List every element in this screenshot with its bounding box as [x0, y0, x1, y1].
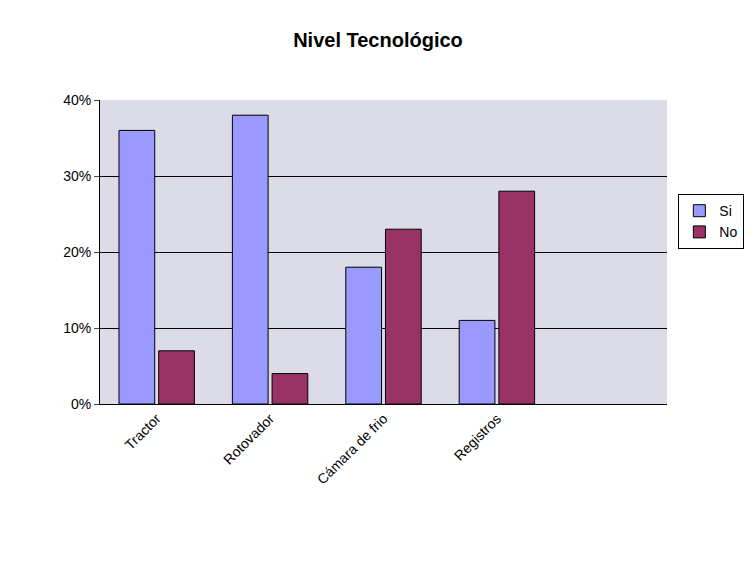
svg-text:Cámara de frio: Cámara de frio [314, 410, 391, 487]
svg-text:30%: 30% [63, 168, 91, 184]
svg-text:0%: 0% [71, 396, 91, 412]
svg-text:10%: 10% [63, 320, 91, 336]
svg-text:No: No [719, 224, 737, 240]
svg-text:40%: 40% [63, 92, 91, 108]
svg-text:20%: 20% [63, 244, 91, 260]
svg-text:Nivel Tecnológico: Nivel Tecnológico [293, 29, 463, 51]
svg-text:Registros: Registros [451, 411, 504, 464]
svg-text:Tractor: Tractor [121, 410, 164, 453]
svg-text:Rotovador: Rotovador [220, 410, 277, 467]
svg-text:Si: Si [719, 203, 731, 219]
